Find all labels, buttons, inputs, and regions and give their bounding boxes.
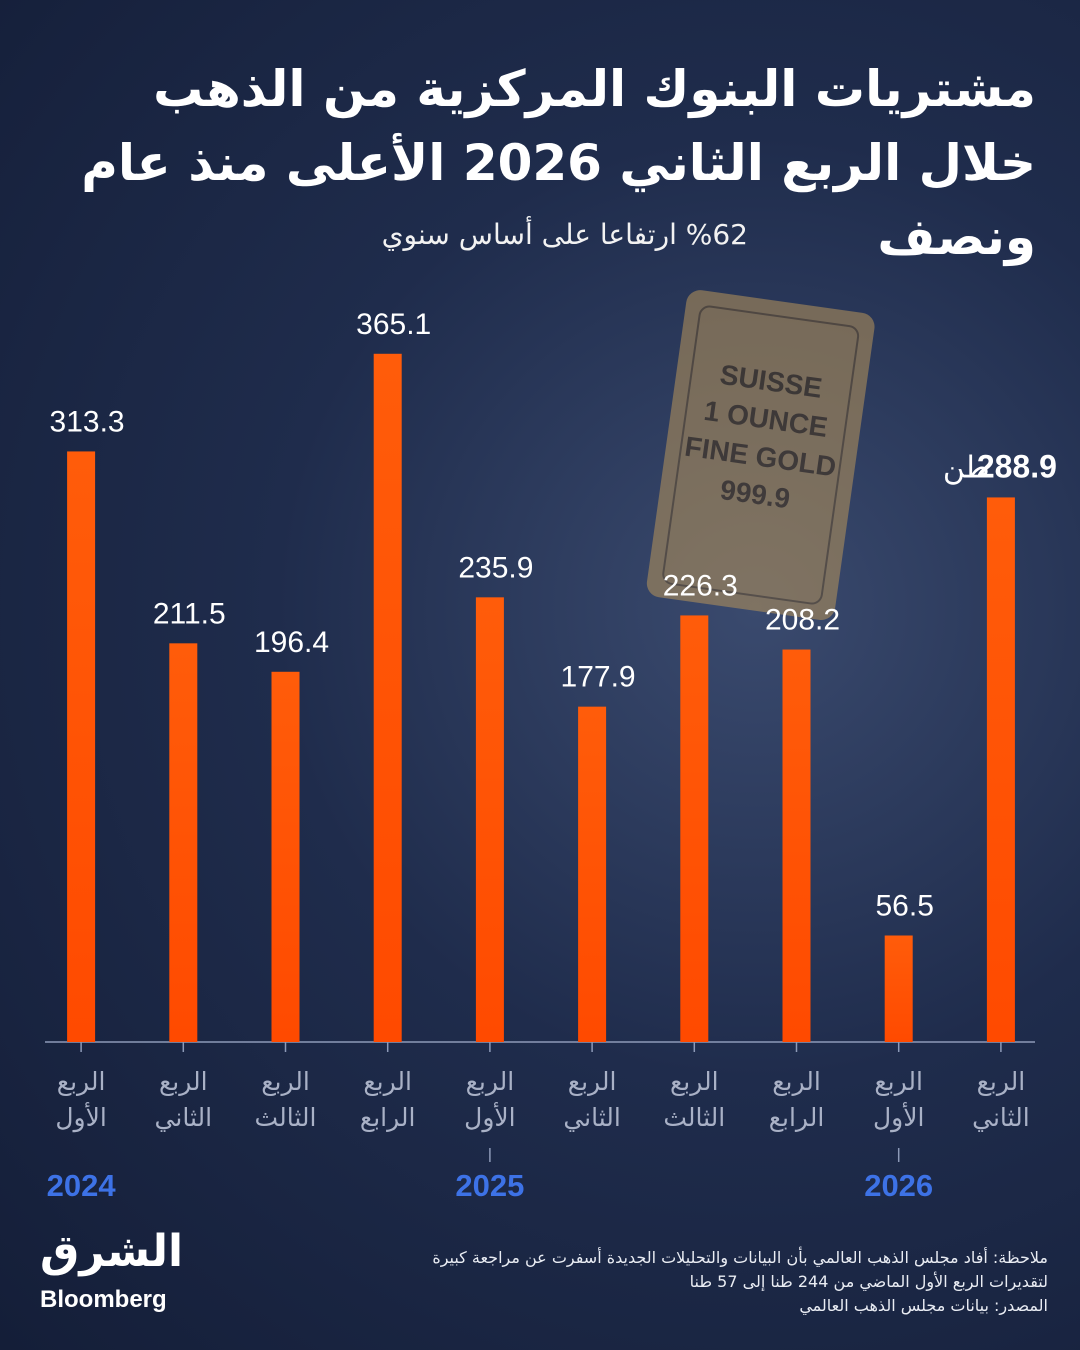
source: المصدر: بيانات مجلس الذهب العالمي <box>799 1296 1048 1315</box>
x-tick-label: الربع الرابع <box>768 1067 825 1132</box>
bar <box>271 671 300 1042</box>
value-label: 235.9 <box>458 551 533 584</box>
x-tick-label: الربع الرابع <box>359 1067 416 1132</box>
value-label: 313.3 <box>50 405 125 438</box>
value-label: 211.5 <box>153 597 226 630</box>
logo: الشرق <box>40 1226 184 1277</box>
x-tick-label: الربع الثاني <box>972 1067 1030 1132</box>
bar <box>475 597 504 1042</box>
gold-bar-border <box>662 305 860 605</box>
bar <box>373 353 402 1042</box>
bar <box>169 643 198 1042</box>
value-label: 196.4 <box>254 626 329 659</box>
unit-label: طن <box>943 451 990 484</box>
x-tick-label: الربع الثاني <box>154 1067 213 1132</box>
value-label: 365.1 <box>356 308 431 341</box>
title: مشتريات البنوك المركزية من الذهب خلال ال… <box>81 60 1036 266</box>
x-tick-label: الربع الثالث <box>663 1067 726 1132</box>
bar <box>986 497 1015 1043</box>
bar <box>67 451 96 1042</box>
group-label: 2026 <box>864 1168 934 1203</box>
notes: ملاحظة: أفاد مجلس الذهب العالمي بأن البي… <box>328 1246 1048 1318</box>
value-label: 56.5 <box>876 889 934 922</box>
x-tick-label: الربع الأول <box>55 1067 107 1132</box>
value-label: 226.3 <box>663 569 738 602</box>
value-label: 288.9 <box>977 448 1057 484</box>
note-line: ملاحظة: أفاد مجلس الذهب العالمي بأن البي… <box>432 1248 1048 1267</box>
value-label: 208.2 <box>765 604 840 637</box>
group-label: 2025 <box>455 1168 525 1203</box>
bar <box>884 935 913 1042</box>
bar <box>680 615 709 1042</box>
bar <box>782 649 811 1042</box>
subtitle: %62 ارتفاعا على أساس سنوي <box>381 218 748 251</box>
group-label: 2024 <box>46 1168 116 1203</box>
x-tick-label: الربع الثالث <box>254 1067 317 1132</box>
note-line: لتقديرات الربع الأول الماضي من 244 طنا إ… <box>689 1272 1048 1291</box>
x-tick-label: الربع الثاني <box>563 1067 621 1132</box>
value-label: 177.9 <box>561 661 636 694</box>
x-tick-label: الربع الأول <box>464 1067 516 1132</box>
logo: Bloomberg <box>40 1286 167 1313</box>
bar <box>578 706 607 1042</box>
gold-bar <box>646 290 875 620</box>
x-tick-label: الربع الأول <box>872 1067 925 1132</box>
